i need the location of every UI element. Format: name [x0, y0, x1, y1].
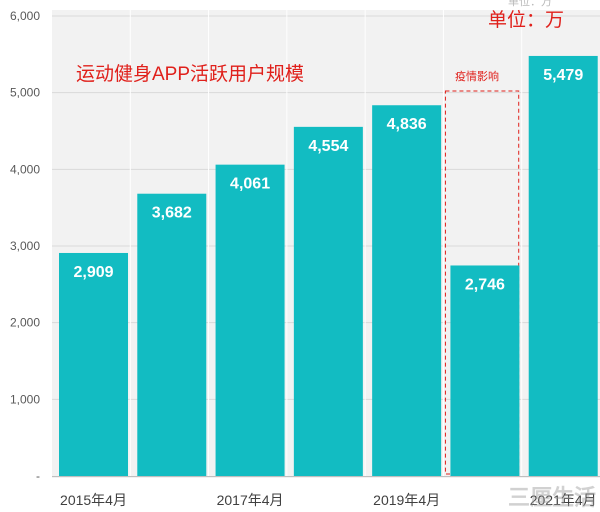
value-label: 2,746	[465, 276, 505, 293]
unit-label: 单位：万	[488, 9, 564, 31]
y-axis-ticks: - 1,000 2,000 3,000 4,000 5,000 6,000	[10, 9, 40, 483]
value-label: 4,061	[230, 176, 270, 193]
y-tick-label: 4,000	[10, 162, 40, 176]
value-label: 5,479	[543, 67, 583, 84]
watermark: 三厘生活	[508, 485, 596, 510]
x-tick-label: 2021年4月	[530, 492, 597, 508]
value-label: 4,554	[308, 138, 348, 155]
y-tick-label: 6,000	[10, 9, 40, 23]
y-tick-label: 1,000	[10, 392, 40, 406]
unit-label-faint: 单位：万	[508, 0, 552, 8]
bar	[59, 252, 128, 476]
y-tick-label: 3,000	[10, 239, 40, 253]
x-axis-ticks: 2015年4月 2017年4月 2019年4月 2021年4月	[60, 492, 597, 508]
gridlines	[52, 10, 600, 477]
bar	[372, 105, 442, 477]
bar	[293, 126, 363, 477]
y-tick-label: 5,000	[10, 86, 40, 100]
bar	[450, 265, 520, 476]
y-tick-label: -	[36, 469, 40, 483]
x-tick-label: 2017年4月	[217, 492, 284, 508]
bar	[137, 193, 207, 477]
x-tick-label: 2019年4月	[373, 492, 440, 508]
value-labels: 2,909 3,682 4,061 4,554 4,836 2,746 5,479	[73, 67, 583, 294]
value-label: 2,909	[73, 264, 113, 281]
annotation-label: 疫情影响	[455, 69, 499, 83]
bars	[59, 55, 598, 477]
y-tick-label: 2,000	[10, 316, 40, 330]
chart-title: 运动健身APP活跃用户规模	[76, 63, 304, 85]
x-tick-label: 2015年4月	[60, 492, 127, 508]
bar	[215, 164, 285, 476]
value-label: 4,836	[387, 116, 427, 133]
value-label: 3,682	[152, 205, 192, 222]
bar	[528, 55, 598, 477]
